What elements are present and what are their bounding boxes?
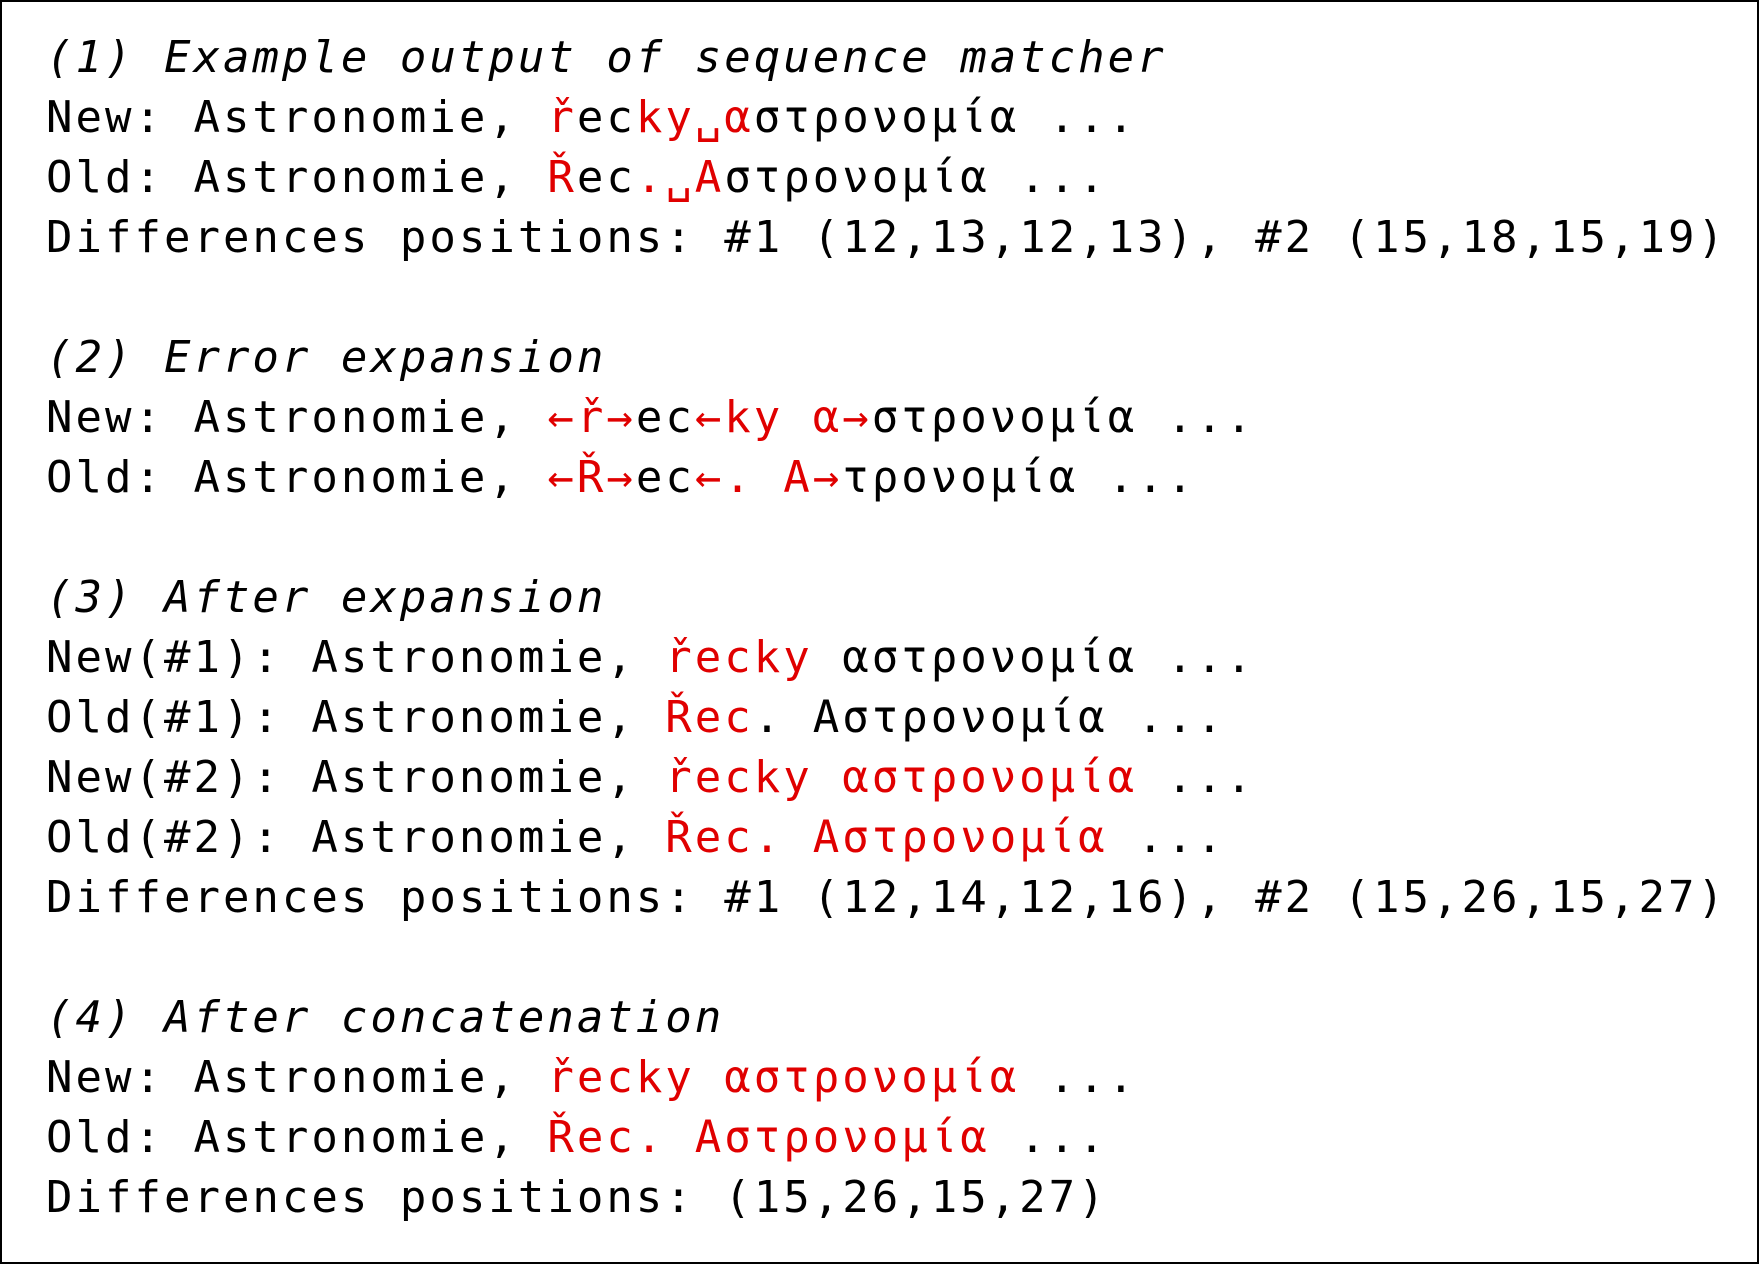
section2-new-line: New: Astronomie, ←ř→ec←ky α→στρονομία ..… [46,388,1727,448]
figure-content: (1) Example output of sequence matcher N… [46,28,1727,1228]
section2-new-diff-1: ←ř→ [547,392,636,443]
spacer [46,508,1727,568]
section3-new1-diff: řecky [665,632,813,683]
section4-new-diff: řecky αστρονομία [547,1052,1020,1103]
section3-new2-rest: ... [1137,752,1256,803]
section4-new-rest: ... [1019,1052,1138,1103]
section1-heading: (1) Example output of sequence matcher [46,32,1167,83]
section2-heading: (2) Error expansion [46,332,607,383]
section4-new-line: New: Astronomie, řecky αστρονομία ... [46,1048,1727,1108]
section1-old-common-1: ec [576,152,636,203]
section3-new2-line: New(#2): Astronomie, řecky αστρονομία ..… [46,748,1727,808]
section3-old2-diff: Řec. Αστρονομία [665,812,1108,863]
section2-old-common-1: ec [635,452,695,503]
spacer [46,268,1727,328]
section3-new2-diff: řecky αστρονομία [665,752,1138,803]
section3-old1-prefix: Old(#1): Astronomie, [46,692,666,743]
section1-old-prefix: Old: Astronomie, [46,152,548,203]
section1-new-prefix: New: Astronomie, [46,92,548,143]
section4-old-diff: Řec. Αστρονομία [547,1112,990,1163]
section2-new-common-2: στρονομία ... [871,392,1256,443]
section1-old-diff-2: .␣A [635,152,725,203]
section3-old1-diff: Řec [665,692,754,743]
section3-new1-line: New(#1): Astronomie, řecky αστρονομία ..… [46,628,1727,688]
section2-new-diff-2: ←ky α→ [694,392,872,443]
section3-old2-rest: ... [1107,812,1226,863]
section1-new-diff-2: ky␣α [635,92,754,143]
section1-old-common-2: στρονομία ... [724,152,1108,203]
section3-new2-prefix: New(#2): Astronomie, [46,752,666,803]
section2-old-line: Old: Astronomie, ←Ř→ec←. A→τρονομία ... [46,448,1727,508]
section1-diff-positions: Differences positions: #1 (12,13,12,13),… [46,212,1727,263]
section1-new-common-1: ec [576,92,636,143]
section3-old1-rest: . Αστρονομία ... [753,692,1226,743]
section4-diff-positions: Differences positions: (15,26,15,27) [46,1172,1108,1223]
section1-new-line: New: Astronomie, řecky␣αστρονομία ... [46,88,1727,148]
section2-old-common-2: τρονομία ... [842,452,1197,503]
section4-old-rest: ... [989,1112,1108,1163]
section4-old-line: Old: Astronomie, Řec. Αστρονομία ... [46,1108,1727,1168]
section4-new-prefix: New: Astronomie, [46,1052,548,1103]
section4-old-prefix: Old: Astronomie, [46,1112,548,1163]
section2-old-diff-1: ←Ř→ [547,452,636,503]
section1-new-diff-1: ř [547,92,577,143]
section2-old-prefix: Old: Astronomie, [46,452,548,503]
section3-old2-prefix: Old(#2): Astronomie, [46,812,666,863]
section3-heading: (3) After expansion [46,572,607,623]
section2-new-common-1: ec [635,392,695,443]
section1-old-line: Old: Astronomie, Řec.␣Aστρονομία ... [46,148,1727,208]
section3-new1-prefix: New(#1): Astronomie, [46,632,666,683]
section3-old2-line: Old(#2): Astronomie, Řec. Αστρονομία ... [46,808,1727,868]
section3-old1-line: Old(#1): Astronomie, Řec. Αστρονομία ... [46,688,1727,748]
spacer [46,928,1727,988]
section2-old-diff-2: ←. A→ [694,452,843,503]
section3-diff-positions: Differences positions: #1 (12,14,12,16),… [46,872,1727,923]
section1-old-diff-1: Ř [547,152,577,203]
section3-new1-rest: αστρονομία ... [812,632,1256,683]
section4-heading: (4) After concatenation [46,992,725,1043]
section1-new-common-2: στρονομία ... [753,92,1138,143]
section2-new-prefix: New: Astronomie, [46,392,548,443]
